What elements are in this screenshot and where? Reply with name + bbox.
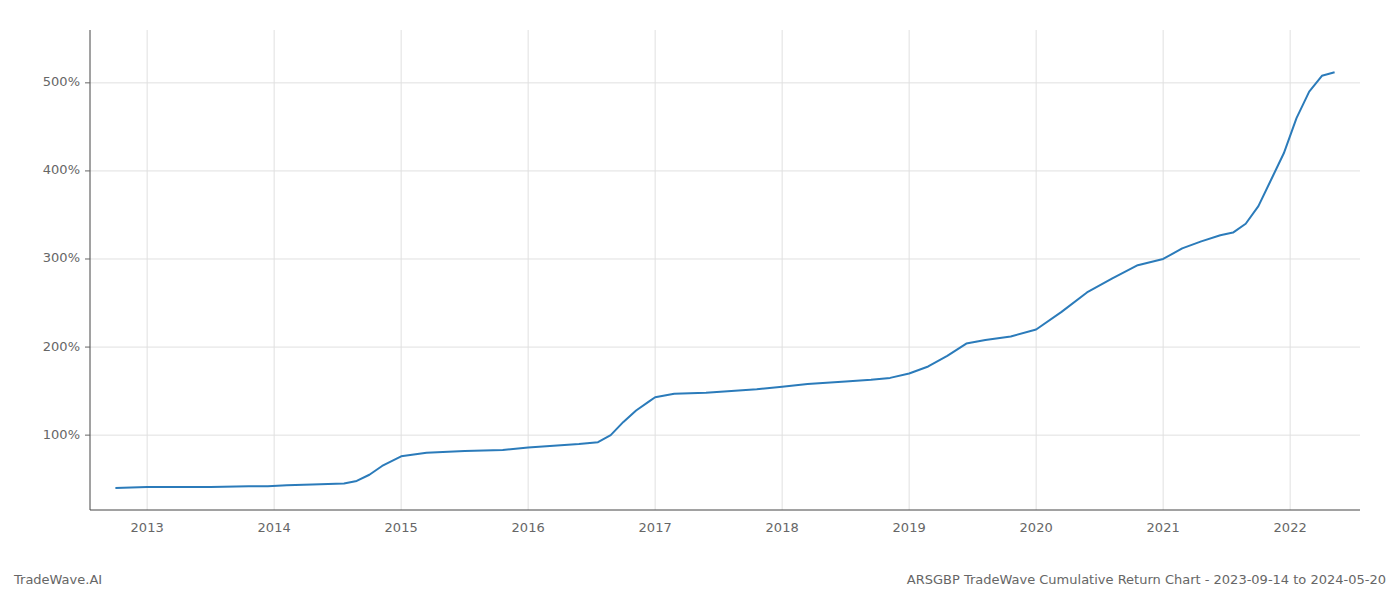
y-grid-line bbox=[90, 258, 1360, 259]
y-tick-mark bbox=[85, 435, 90, 436]
x-grid-line bbox=[1163, 30, 1164, 510]
x-grid-line bbox=[147, 30, 148, 510]
y-tick-label: 100% bbox=[43, 427, 80, 442]
x-tick-label: 2013 bbox=[131, 520, 164, 535]
y-tick-label: 500% bbox=[43, 74, 80, 89]
grid bbox=[90, 30, 1360, 510]
y-tick-label: 400% bbox=[43, 162, 80, 177]
series-line bbox=[115, 72, 1334, 488]
x-tick-label: 2022 bbox=[1274, 520, 1307, 535]
chart-container: 100% 200% 300% 400% 500% 2013 2014 2015 2016 2017… bbox=[0, 0, 1400, 600]
x-grid-line bbox=[528, 30, 529, 510]
x-tick-label: 2019 bbox=[893, 520, 926, 535]
x-tick-label: 2021 bbox=[1147, 520, 1180, 535]
x-tick-label: 2014 bbox=[258, 520, 291, 535]
x-axis-line bbox=[90, 510, 1360, 511]
y-tick-mark bbox=[85, 82, 90, 83]
chart: 100% 200% 300% 400% 500% 2013 2014 2015 2016 2017… bbox=[0, 0, 1400, 600]
title: ARSGBP TradeWave Cumulative Return Chart… bbox=[907, 572, 1386, 587]
y-grid-line bbox=[90, 435, 1360, 436]
x-grid-line bbox=[909, 30, 910, 510]
x-grid-line bbox=[274, 30, 275, 510]
x-grid-line bbox=[401, 30, 402, 510]
x-tick-label: 2020 bbox=[1020, 520, 1053, 535]
y-tick-mark bbox=[85, 347, 90, 348]
y-tick-mark bbox=[85, 258, 90, 259]
x-grid-line bbox=[1036, 30, 1037, 510]
x-tick-label: 2016 bbox=[512, 520, 545, 535]
x-tick-label: 2018 bbox=[766, 520, 799, 535]
y-grid-line bbox=[90, 82, 1360, 83]
y-tick-mark bbox=[85, 170, 90, 171]
y-grid-line bbox=[90, 170, 1360, 171]
x-grid-line bbox=[655, 30, 656, 510]
x-tick-label: 2017 bbox=[639, 520, 672, 535]
plot-area bbox=[115, 72, 1334, 488]
y-tick-label: 300% bbox=[43, 250, 80, 265]
x-grid-line bbox=[1290, 30, 1291, 510]
y-axis: 100% 200% 300% 400% 500% bbox=[43, 74, 90, 441]
annotation: TradeWave.AI bbox=[13, 572, 102, 587]
x-axis: 2013 2014 2015 2016 2017 2018 2019 2020 2021 2022 bbox=[131, 520, 1307, 535]
y-axis-line bbox=[90, 30, 91, 510]
y-tick-label: 200% bbox=[43, 339, 80, 354]
x-grid-line bbox=[782, 30, 783, 510]
x-tick-label: 2015 bbox=[385, 520, 418, 535]
y-grid-line bbox=[90, 347, 1360, 348]
